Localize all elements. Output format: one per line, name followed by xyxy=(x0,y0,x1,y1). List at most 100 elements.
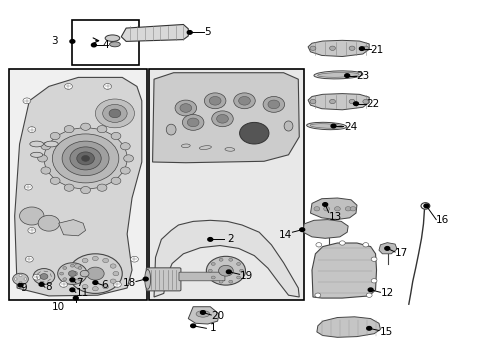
Text: 9: 9 xyxy=(20,283,27,293)
Circle shape xyxy=(143,277,148,281)
Bar xyxy=(149,69,304,300)
Circle shape xyxy=(28,127,36,132)
Ellipse shape xyxy=(105,35,120,41)
Circle shape xyxy=(423,204,428,208)
Circle shape xyxy=(50,177,60,184)
Circle shape xyxy=(323,207,329,211)
Text: 17: 17 xyxy=(394,248,407,258)
Circle shape xyxy=(64,126,74,133)
Polygon shape xyxy=(311,243,376,298)
Circle shape xyxy=(81,186,90,194)
Circle shape xyxy=(81,123,90,130)
Circle shape xyxy=(70,147,101,170)
Polygon shape xyxy=(316,317,380,337)
Circle shape xyxy=(68,271,76,276)
Circle shape xyxy=(370,279,376,283)
Text: 24: 24 xyxy=(343,122,356,132)
Ellipse shape xyxy=(30,141,43,147)
Circle shape xyxy=(68,254,122,293)
Circle shape xyxy=(339,241,345,245)
Circle shape xyxy=(97,126,107,133)
Circle shape xyxy=(209,96,221,105)
Circle shape xyxy=(233,93,255,109)
Circle shape xyxy=(322,203,327,206)
Text: 16: 16 xyxy=(435,215,448,225)
Circle shape xyxy=(40,274,48,279)
Ellipse shape xyxy=(199,146,211,149)
Circle shape xyxy=(78,266,82,269)
Circle shape xyxy=(200,311,205,314)
Circle shape xyxy=(75,279,81,283)
Text: 10: 10 xyxy=(52,302,65,312)
Polygon shape xyxy=(154,220,299,297)
Circle shape xyxy=(330,124,335,128)
Text: 12: 12 xyxy=(380,288,393,298)
Circle shape xyxy=(95,99,134,128)
Circle shape xyxy=(18,283,23,287)
Circle shape xyxy=(370,257,376,261)
Circle shape xyxy=(218,265,233,276)
FancyBboxPatch shape xyxy=(179,272,224,281)
Circle shape xyxy=(82,284,88,289)
Text: 5: 5 xyxy=(204,27,211,37)
Circle shape xyxy=(299,228,304,231)
Circle shape xyxy=(24,184,32,190)
Ellipse shape xyxy=(166,124,176,135)
Circle shape xyxy=(384,247,389,250)
Circle shape xyxy=(70,280,74,283)
Circle shape xyxy=(120,167,130,174)
Circle shape xyxy=(187,118,199,127)
Text: 6: 6 xyxy=(102,280,108,290)
Circle shape xyxy=(211,276,215,279)
Circle shape xyxy=(41,143,51,150)
Circle shape xyxy=(19,274,22,276)
Circle shape xyxy=(75,264,81,268)
Circle shape xyxy=(353,102,358,105)
Polygon shape xyxy=(307,94,368,110)
Polygon shape xyxy=(121,24,188,41)
Circle shape xyxy=(14,278,17,280)
Circle shape xyxy=(28,228,36,233)
Circle shape xyxy=(91,43,96,47)
Circle shape xyxy=(38,215,60,231)
Ellipse shape xyxy=(313,71,362,79)
Ellipse shape xyxy=(224,148,234,151)
Circle shape xyxy=(366,293,371,297)
Circle shape xyxy=(33,274,41,280)
Text: 23: 23 xyxy=(355,71,368,81)
Circle shape xyxy=(228,280,232,283)
Ellipse shape xyxy=(317,72,358,77)
Circle shape xyxy=(33,269,55,284)
Text: 13: 13 xyxy=(328,212,341,222)
Bar xyxy=(72,20,139,65)
Circle shape xyxy=(267,100,279,109)
Circle shape xyxy=(334,207,340,211)
Circle shape xyxy=(93,281,98,284)
Circle shape xyxy=(123,155,133,162)
Polygon shape xyxy=(152,73,299,163)
Circle shape xyxy=(41,167,51,174)
Text: 20: 20 xyxy=(211,311,224,321)
Polygon shape xyxy=(188,307,219,324)
Circle shape xyxy=(110,279,116,283)
Circle shape xyxy=(19,282,22,284)
Text: 19: 19 xyxy=(239,271,252,281)
Circle shape xyxy=(219,258,223,261)
Circle shape xyxy=(314,293,320,297)
Circle shape xyxy=(64,84,72,89)
Circle shape xyxy=(211,262,215,265)
Circle shape xyxy=(239,122,268,144)
Circle shape xyxy=(110,264,116,268)
Circle shape xyxy=(420,203,429,209)
Circle shape xyxy=(60,272,63,275)
Text: 22: 22 xyxy=(365,99,378,109)
Text: 15: 15 xyxy=(379,327,392,337)
Circle shape xyxy=(206,256,245,285)
Circle shape xyxy=(204,93,225,109)
Circle shape xyxy=(359,47,364,50)
Text: 4: 4 xyxy=(102,40,109,50)
Circle shape xyxy=(309,99,315,104)
Bar xyxy=(9,69,146,300)
Circle shape xyxy=(130,256,138,262)
Circle shape xyxy=(182,114,203,130)
